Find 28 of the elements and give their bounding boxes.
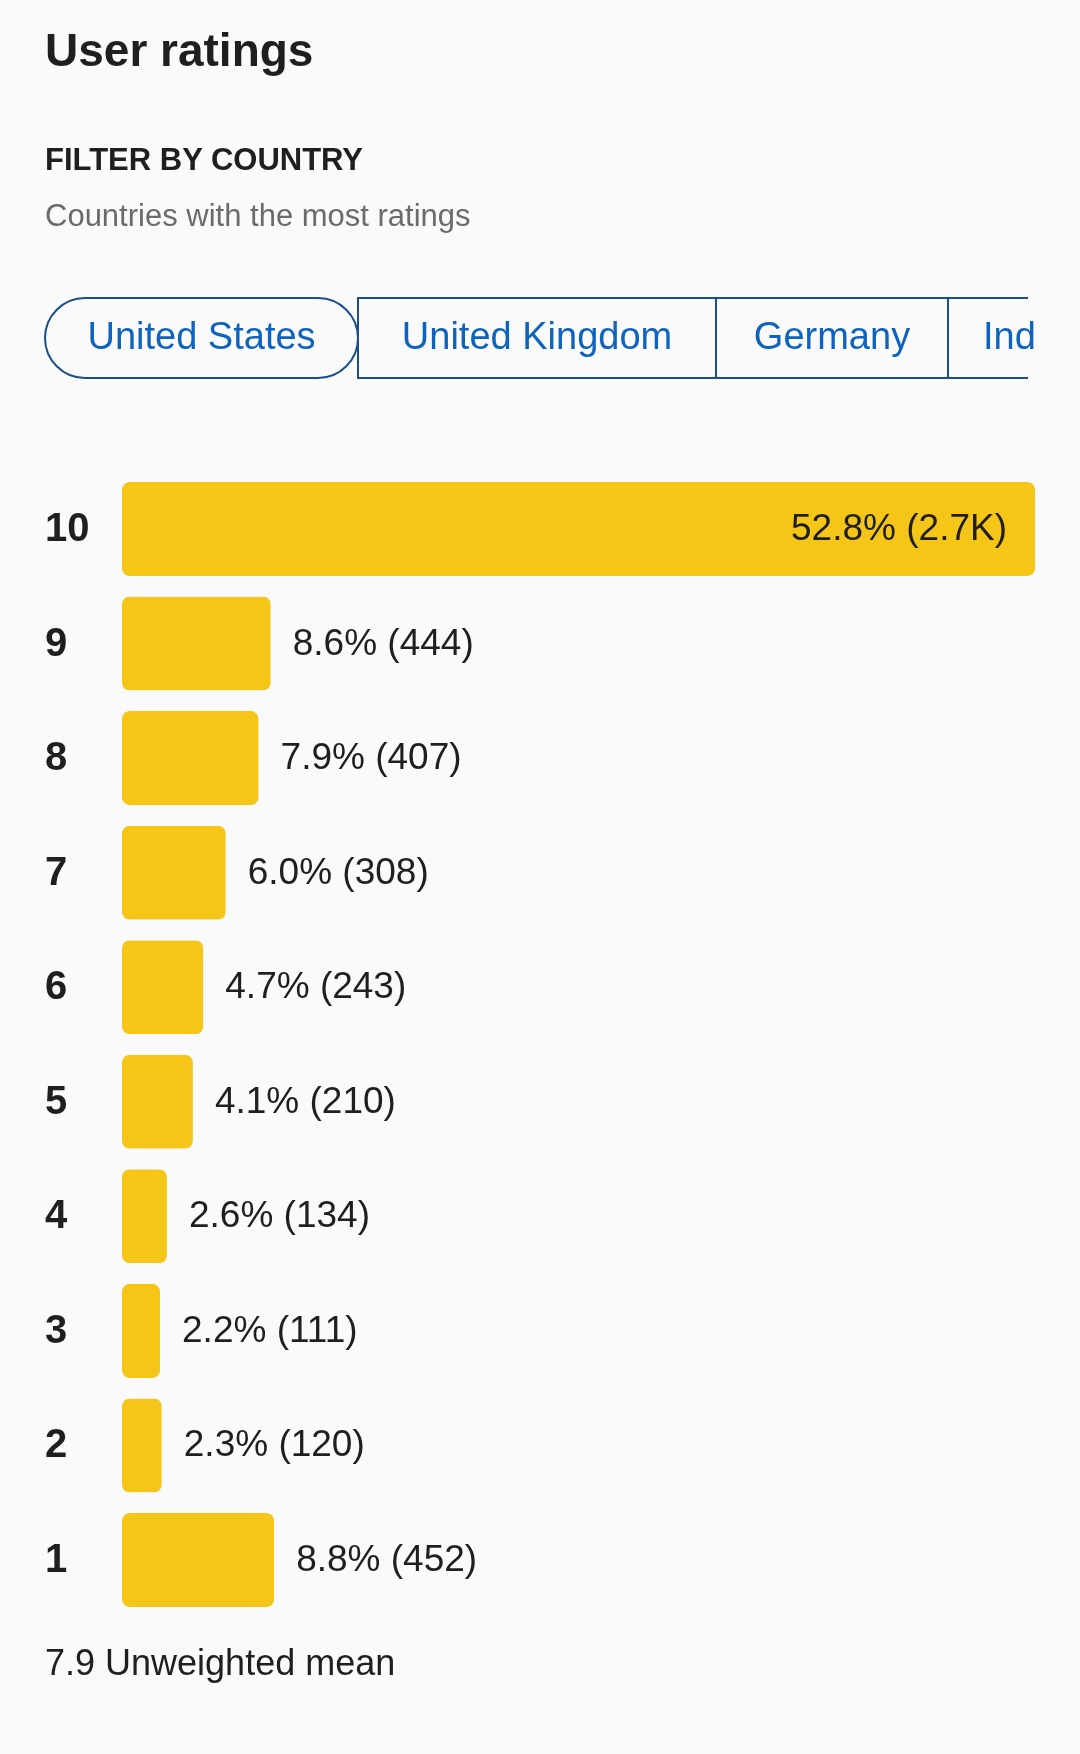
text: FILTER BY COUNTRY [45,142,364,177]
chart-title: User ratings [45,24,314,76]
text: United Kingdom [401,315,673,357]
text: Ind [983,315,1036,357]
data-label: 4.1% (210) [214,1079,396,1121]
y-tick-label: 7 [45,848,68,893]
data-label: 4.7% (243) [225,965,407,1007]
data-label: 2.2% (111) [182,1308,358,1350]
y-tick-label: 5 [45,1077,68,1122]
data-label: 6.0% (308) [247,850,429,892]
data-label: 7.9% (407) [280,736,462,778]
text: 7.9 Unweighted mean [45,1642,396,1683]
y-tick-label: 4 [45,1192,68,1237]
data-label: 2.3% (120) [183,1423,365,1465]
y-tick-label: 2 [45,1421,68,1466]
data-label: 2.6% (134) [188,1194,370,1236]
y-tick-label: 3 [45,1306,68,1351]
data-label: 52.8% (2.7K) [791,506,1007,548]
y-tick-label: 9 [45,619,68,664]
text: Countries with the most ratings [45,198,471,233]
y-tick-label: 1 [45,1536,68,1581]
y-tick-label: 6 [45,963,68,1008]
data-label: 8.8% (452) [296,1538,478,1580]
text: United States [87,315,316,357]
data-label: 8.6% (444) [292,621,474,663]
y-tick-label: 8 [45,734,68,779]
y-tick-label: 10 [45,504,90,549]
text: Germany [753,315,911,357]
